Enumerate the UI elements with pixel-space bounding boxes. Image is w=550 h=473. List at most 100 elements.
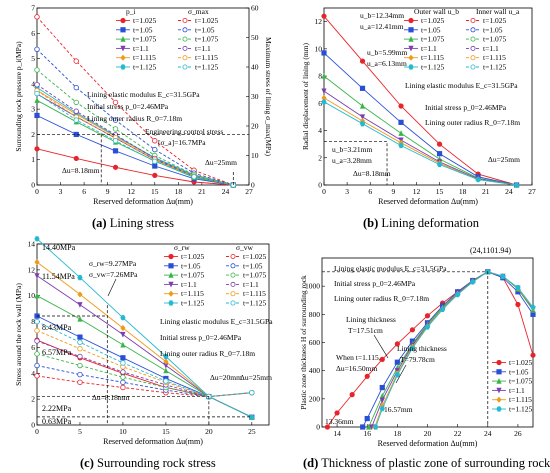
panel-c-ytick-label: 14 (28, 240, 36, 249)
panel-d-note-when-value: Δu=16.50mm (336, 364, 378, 373)
panel-d-xtick-label: 14 (333, 429, 341, 438)
panel-c-legend-label: t=1.125 (243, 299, 266, 308)
caption-c-text: Surrounding rock stress (97, 456, 216, 470)
panel-c-note-du2: Δu=20mm (210, 373, 242, 382)
panel-c-note-11: 11.54MPa (42, 272, 75, 281)
panel-b-xtick-label: 21 (482, 187, 490, 196)
panel-d-xlabel: Reserved deformation Δu(mm) (378, 439, 478, 448)
panel-d-series-point (530, 352, 536, 358)
panel-a-note-du2: Δu=25mm (205, 158, 237, 167)
panel-b-legend-label: t=1.075 (483, 35, 506, 44)
panel-b-legend-label: t=1.125 (421, 63, 444, 72)
panel-c-legend-label: t=1.115 (181, 289, 204, 298)
panel-a-xtick-label: 18 (175, 187, 183, 196)
panel-c-series-point (77, 379, 83, 386)
panel-d-series-point (379, 356, 385, 362)
panel-a-series-point (34, 90, 40, 97)
panel-c-legend-marker (168, 281, 174, 288)
panel-b-xtick-label: 12 (413, 187, 421, 196)
panel-a-series-point (112, 164, 119, 170)
panel-a-ylabel: Surrounding rock pressure p_i(MPa) (14, 41, 23, 152)
panel-d-xtick-label: 16 (363, 429, 371, 438)
panel-a-series-point (73, 84, 79, 91)
panel-a-y2tick-label: 10 (251, 151, 259, 160)
panel-d-legend-marker (496, 369, 502, 375)
caption-a: (a) Lining stress (92, 216, 174, 231)
panel-d-ytick-label: 200 (309, 394, 321, 403)
panel-b-xtick-label: 0 (322, 187, 326, 196)
panel-a-series-point (73, 131, 79, 138)
panel-a-y2tick-label: 30 (251, 92, 259, 101)
panel-c-series-point (77, 315, 83, 322)
panel-b-xtick-label: 6 (368, 187, 372, 196)
panel-a-series-line (36, 148, 234, 186)
panel-a-ytick-label: 3 (31, 105, 35, 114)
panel-a-legend-marker (120, 36, 126, 42)
panel-a-legend-marker (182, 45, 188, 51)
panel-b-legend-label: t=1.115 (483, 53, 506, 62)
panel-c-series-point (34, 373, 40, 379)
panel-a-note-control-value: [σ_a]=16.7MPa (158, 138, 206, 147)
panel-d-legend-label: t=1.125 (509, 405, 532, 414)
panel-a-series-point (112, 117, 119, 123)
panel-d: 14 16 18 20 22 24 26 0 200 400 600 800 1000 Reserved … (299, 246, 536, 448)
panel-a-note-radius: Lining outer radius R_0=7.18m (87, 114, 182, 123)
panel-c-series-point (163, 378, 169, 384)
panel-d-legend-marker (496, 378, 502, 384)
panel-c-series-point (77, 339, 83, 345)
panel-b-series-point (359, 114, 366, 121)
panel-a-ytick-label: 7 (31, 4, 35, 13)
panel-a-ytick-label: 1 (31, 155, 35, 164)
panel-b-xtick-label: 18 (459, 187, 467, 196)
panel-c-legend-label: t=1.125 (181, 299, 204, 308)
panel-a-legend-label: t=1.115 (133, 53, 156, 62)
panel-d-xtick-label: 18 (394, 429, 402, 438)
panel-c-note-du3: Δu=25mm (240, 373, 272, 382)
panel-c-ytick-label: 0 (31, 421, 35, 430)
panel-d-ytick-label: 600 (309, 338, 321, 347)
panel-a-series-point (73, 108, 79, 114)
panel-a-series-point (191, 174, 197, 180)
panel-d-series-point (379, 406, 385, 412)
panel-d-series-point (424, 324, 431, 330)
panel-a-series-point (152, 138, 158, 144)
panel-d-note-initial-stress: Initial stress p_0=2.46MPa (334, 279, 416, 288)
panel-a-series-point (152, 163, 158, 169)
caption-b-tag: (b) (363, 216, 379, 230)
panel-d-ytick-label: 1000 (305, 282, 320, 291)
panel-c-series-point (249, 389, 255, 396)
panel-a-xtick-label: 9 (106, 187, 110, 196)
panel-d-legend-marker (496, 396, 502, 403)
panel-c-legend-header: σ_rw (174, 243, 190, 252)
panel-b-series-point (475, 176, 481, 183)
panel-a-ytick-label: 4 (31, 79, 35, 88)
panel-c-series-point (163, 367, 169, 374)
panel-a-xtick-label: 6 (82, 187, 86, 196)
panel-d-series-point (500, 273, 506, 279)
panel-d-series-point (379, 397, 385, 404)
panel-b-ytick-label: 2 (318, 153, 322, 162)
panel-c-series-point (120, 315, 126, 321)
panel-b-note-ua1: u_a=12.41mm (360, 22, 404, 31)
panel-a-y2tick-label: 50 (251, 33, 259, 42)
panel-d-xtick-label: 20 (424, 429, 432, 438)
panel-c-series-line (36, 238, 252, 418)
panel-b-series-point (359, 58, 366, 64)
panel-b-legend-label: t=1.115 (421, 53, 444, 62)
panel-a-series-point (73, 155, 79, 162)
panel-c-series-point (120, 360, 126, 366)
panel-d-note-thick1-value: T=17.51cm (348, 326, 383, 335)
panel-d-ylabel: Plastic zone thickness H of surrounding … (299, 275, 308, 410)
panel-a-series-point (34, 67, 40, 73)
panel-b-series-point (398, 130, 404, 136)
panel-b-note-ub1: u_b=12.34mm (360, 11, 404, 20)
panel-c-note-0: 0.63MPa (42, 417, 72, 426)
panel-a-xtick-label: 21 (198, 187, 206, 196)
panel-c-ytick-label: 12 (28, 265, 36, 274)
panel-b-legend-marker (408, 64, 414, 70)
caption-c: (c) Surrounding rock stress (80, 456, 216, 471)
panel-a-series-line (36, 48, 234, 186)
panel-c-xtick-label: 20 (205, 427, 213, 436)
panel-c-series-point (34, 351, 40, 357)
panel-b-series-point (398, 119, 404, 125)
